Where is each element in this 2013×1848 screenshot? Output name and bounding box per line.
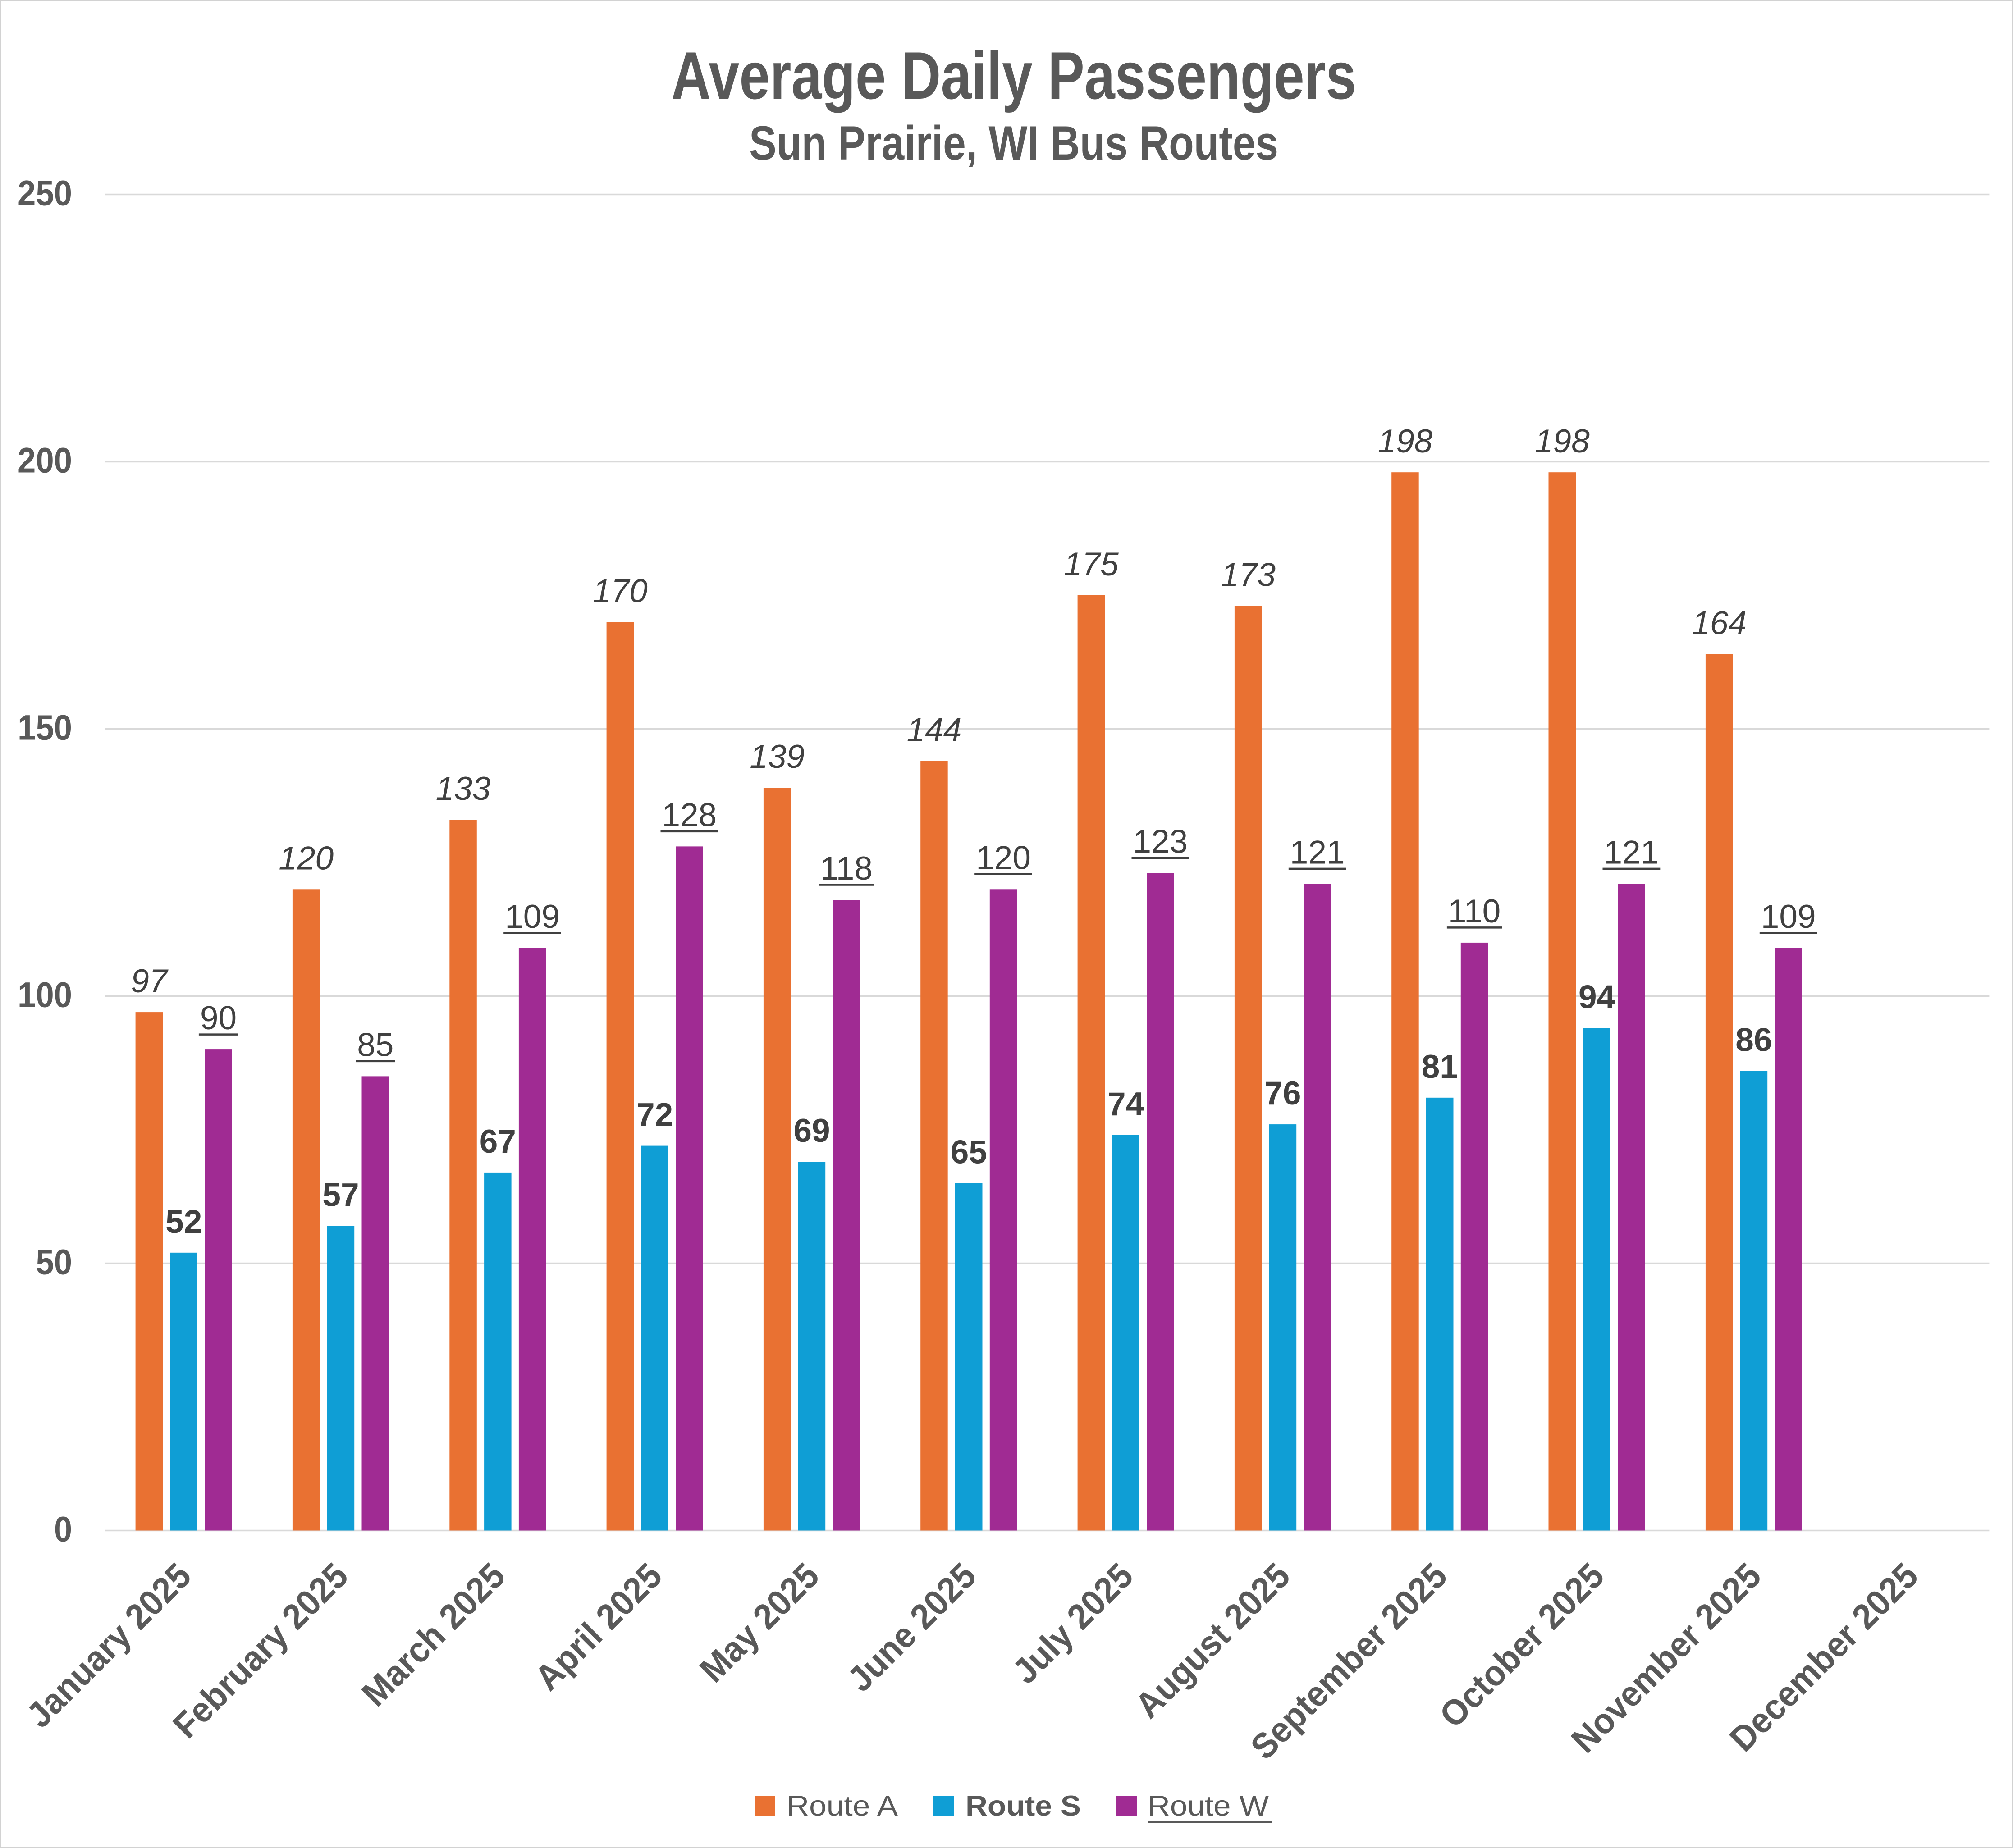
svg-text:175: 175 (1064, 546, 1119, 583)
svg-text:81: 81 (1422, 1049, 1458, 1085)
svg-text:164: 164 (1692, 605, 1747, 642)
svg-text:109: 109 (505, 899, 560, 935)
svg-text:109: 109 (1761, 899, 1816, 935)
svg-text:139: 139 (750, 739, 805, 775)
svg-text:69: 69 (793, 1113, 830, 1149)
svg-text:Route W: Route W (1148, 1790, 1269, 1822)
svg-text:198: 198 (1535, 423, 1590, 460)
svg-text:86: 86 (1735, 1022, 1772, 1059)
svg-text:Route S: Route S (965, 1790, 1081, 1822)
svg-text:67: 67 (480, 1123, 516, 1160)
svg-text:Route A: Route A (787, 1790, 898, 1822)
svg-text:110: 110 (1448, 893, 1501, 930)
svg-text:100: 100 (18, 975, 72, 1015)
svg-text:65: 65 (951, 1134, 987, 1171)
svg-text:94: 94 (1578, 979, 1615, 1016)
svg-text:97: 97 (131, 963, 169, 999)
svg-text:198: 198 (1378, 423, 1433, 460)
svg-text:120: 120 (279, 840, 334, 876)
svg-text:Average Daily Passengers: Average Daily Passengers (671, 38, 1356, 113)
svg-text:90: 90 (200, 1000, 237, 1036)
svg-text:144: 144 (907, 712, 962, 748)
svg-text:72: 72 (636, 1097, 673, 1133)
svg-text:200: 200 (18, 440, 72, 480)
svg-text:170: 170 (593, 573, 648, 609)
svg-text:76: 76 (1264, 1075, 1301, 1112)
svg-text:50: 50 (36, 1242, 73, 1282)
svg-text:123: 123 (1133, 824, 1188, 860)
svg-text:121: 121 (1604, 834, 1659, 871)
svg-text:52: 52 (165, 1204, 202, 1240)
svg-text:0: 0 (54, 1509, 72, 1549)
svg-text:133: 133 (436, 771, 491, 807)
svg-text:121: 121 (1290, 834, 1345, 871)
svg-text:57: 57 (322, 1177, 359, 1214)
svg-text:118: 118 (820, 850, 873, 887)
svg-text:250: 250 (18, 173, 72, 213)
svg-text:85: 85 (357, 1027, 393, 1063)
svg-text:150: 150 (18, 707, 72, 748)
svg-text:120: 120 (976, 840, 1031, 876)
svg-text:128: 128 (662, 797, 717, 833)
svg-text:Sun Prairie, WI Bus Routes: Sun Prairie, WI Bus Routes (749, 116, 1278, 170)
svg-text:173: 173 (1221, 557, 1276, 593)
svg-text:74: 74 (1107, 1086, 1144, 1122)
